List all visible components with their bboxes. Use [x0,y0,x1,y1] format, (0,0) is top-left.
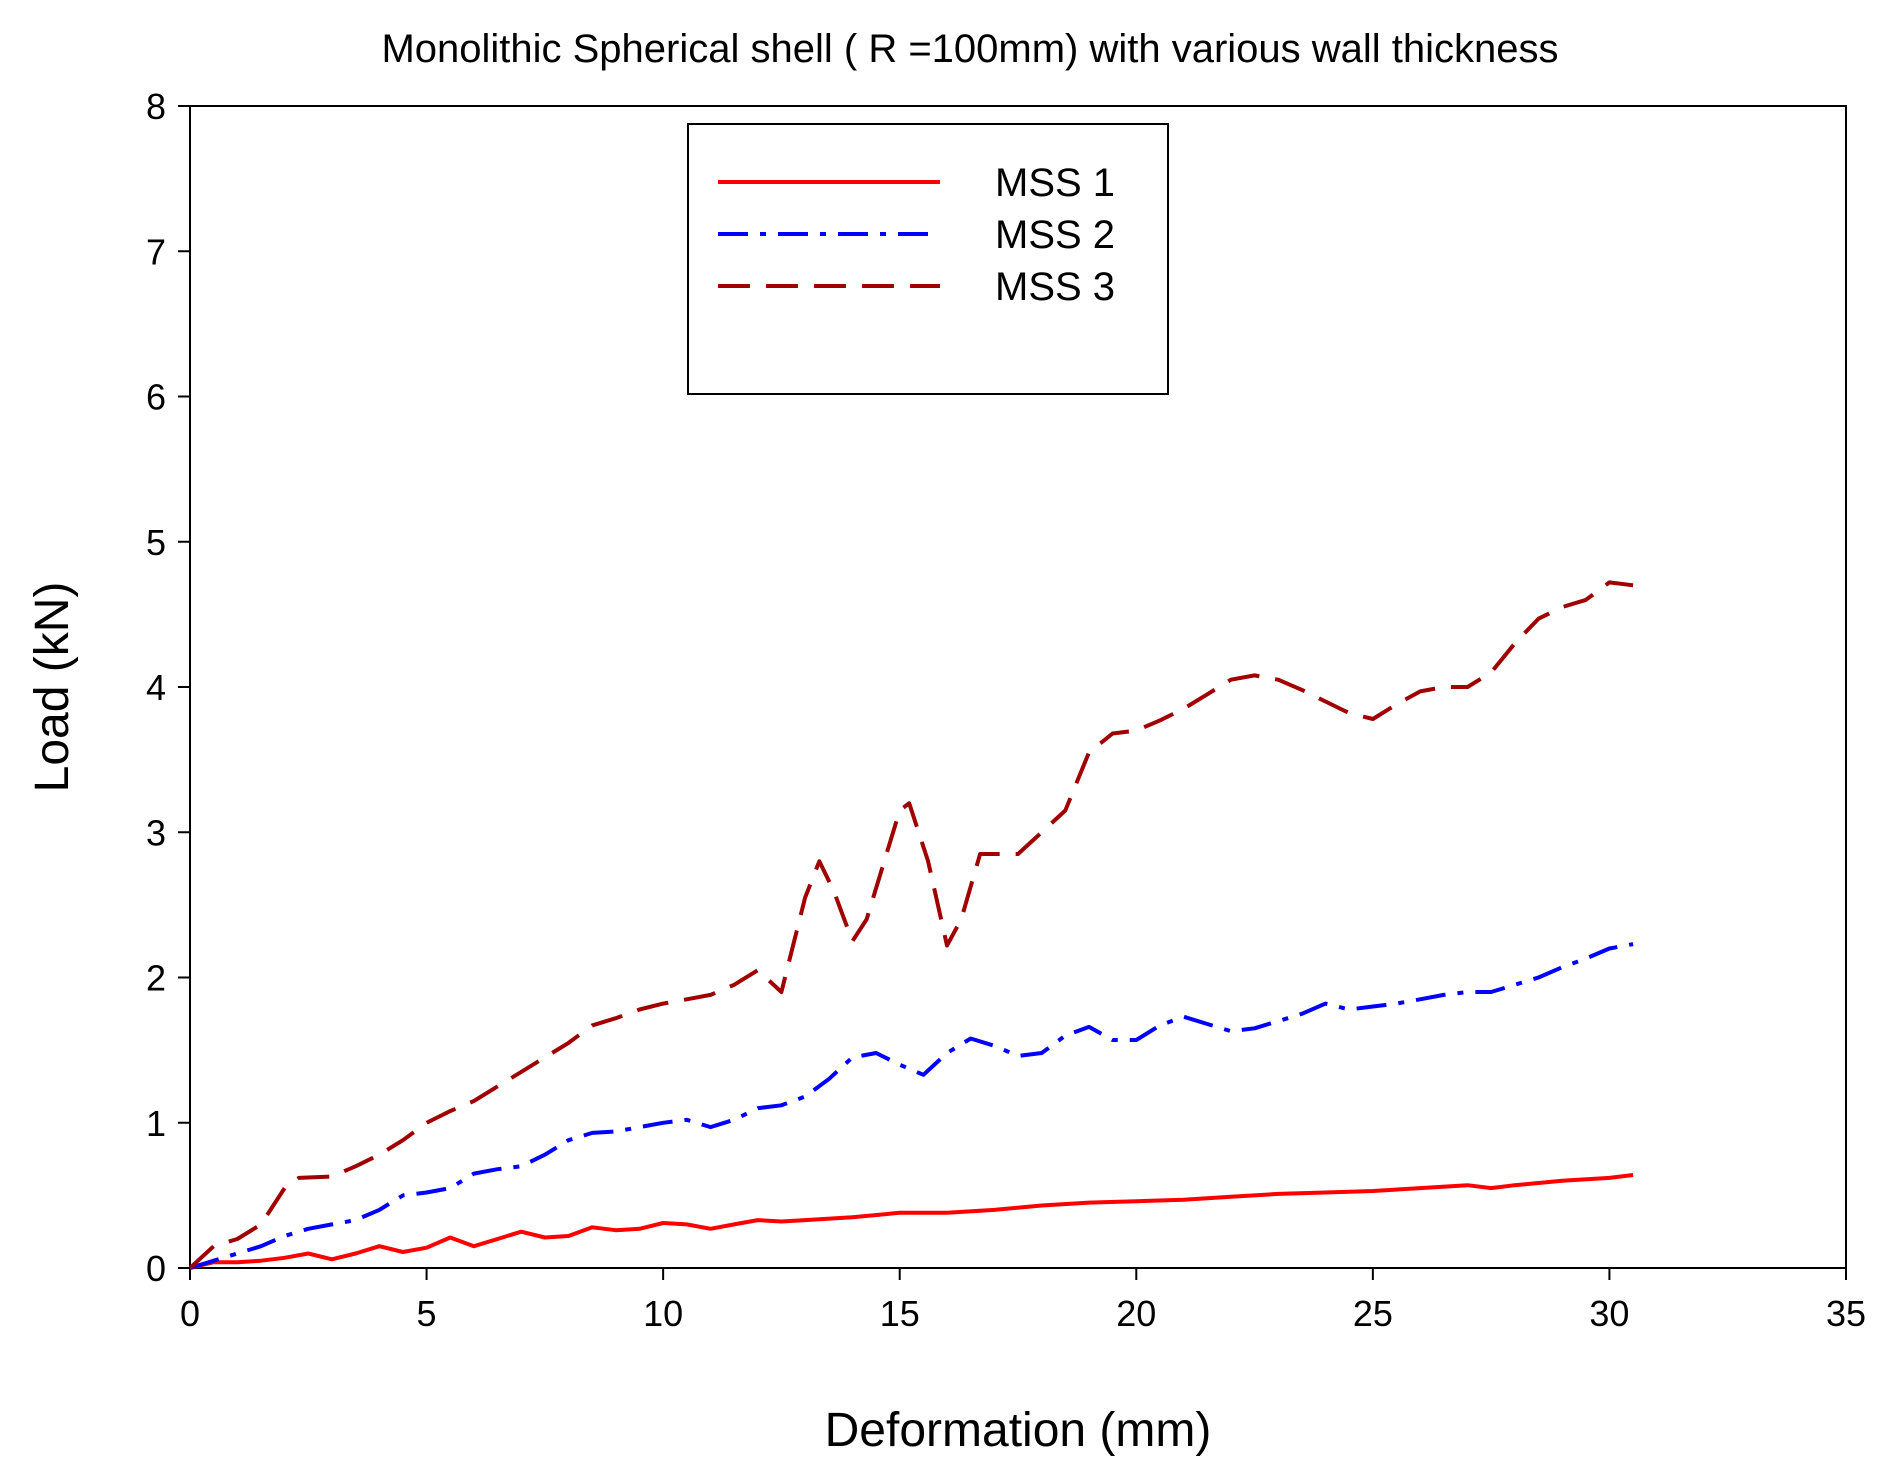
x-axis-label: Deformation (mm) [825,1404,1212,1457]
x-tick-label: 20 [1116,1293,1156,1334]
plot-area: 0 5 10 15 20 25 30 35 0 1 2 3 4 5 6 7 8 [146,86,1866,1334]
legend-box [687,123,1169,395]
x-tick-label: 0 [180,1293,200,1334]
legend-label-1: MSS 1 [995,161,1115,205]
legend-label-2: MSS 2 [995,213,1115,257]
series-lines [188,580,1634,1270]
x-tick-label: 10 [643,1293,683,1334]
legend: MSS 1 MSS 2 MSS 3 [687,123,1169,395]
x-axis: 0 5 10 15 20 25 30 35 [180,1268,1866,1334]
y-axis: 0 1 2 3 4 5 6 7 8 [146,86,190,1289]
series-line-2 [189,942,1634,1270]
y-tick-label: 3 [146,812,166,853]
y-tick-label: 6 [146,377,166,418]
y-tick-label: 5 [146,522,166,563]
x-tick-label: 30 [1589,1293,1629,1334]
y-tick-label: 7 [146,231,166,272]
series-line-3 [188,580,1634,1270]
chart-title: Monolithic Spherical shell ( R =100mm) w… [381,27,1558,71]
y-tick-label: 2 [146,958,166,999]
y-tick-label: 0 [146,1248,166,1289]
y-tick-label: 1 [146,1103,166,1144]
legend-label-3: MSS 3 [995,265,1115,309]
y-tick-label: 4 [146,667,166,708]
x-tick-label: 15 [880,1293,920,1334]
y-tick-label: 8 [146,86,166,127]
x-tick-label: 5 [417,1293,437,1334]
x-tick-label: 25 [1353,1293,1393,1334]
series-line-1 [189,1173,1634,1270]
x-tick-label: 35 [1826,1293,1866,1334]
y-axis-label: Load (kN) [26,582,79,793]
